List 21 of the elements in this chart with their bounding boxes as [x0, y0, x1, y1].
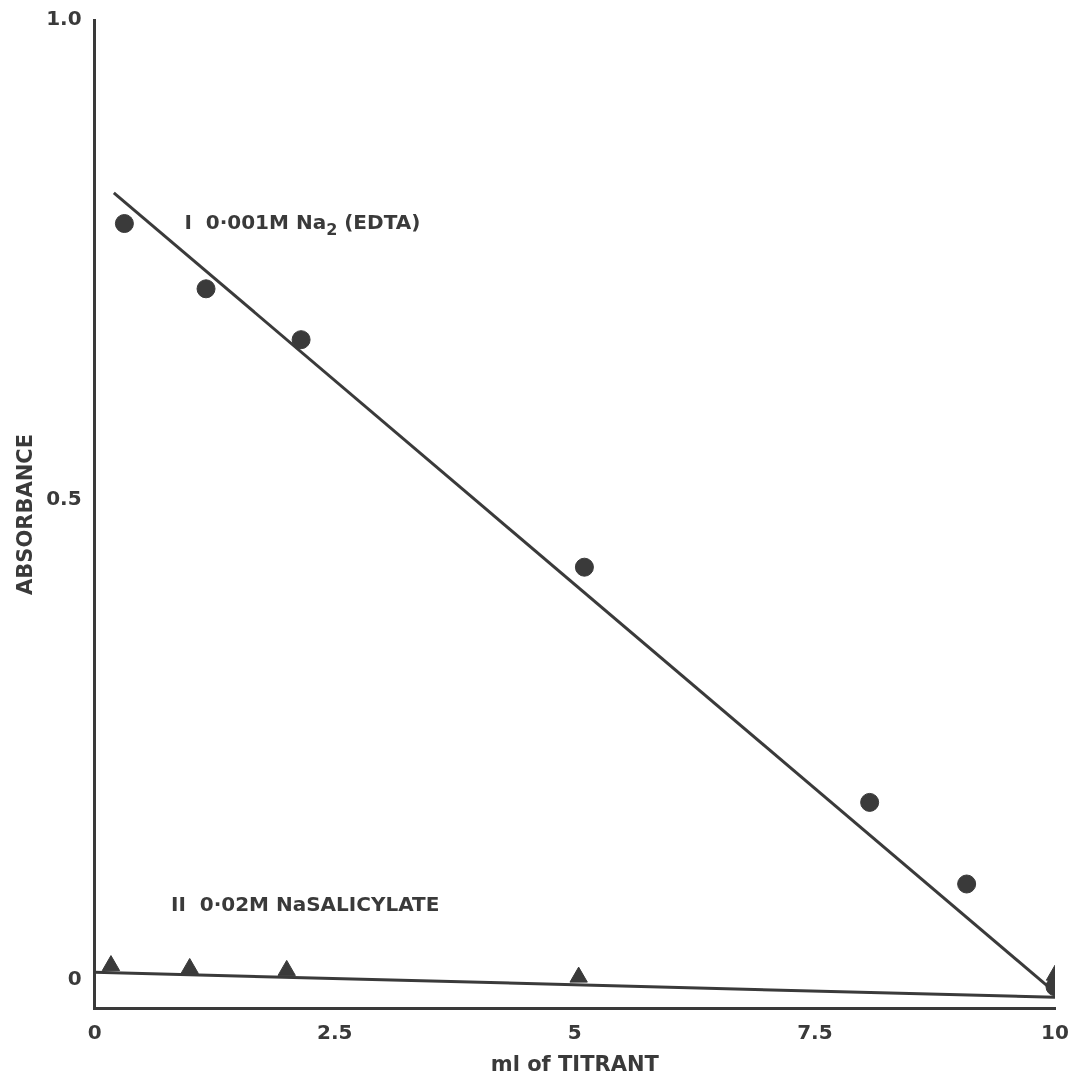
x-tick-label: 2.5	[317, 1020, 353, 1044]
point	[860, 792, 880, 812]
point	[291, 330, 311, 350]
point	[101, 955, 121, 972]
x-axis-title: ml of TITRANT	[490, 1051, 660, 1076]
y-tick-label: 0	[67, 966, 82, 991]
point	[196, 279, 216, 299]
x-tick-label: 0	[87, 1020, 102, 1044]
point	[114, 214, 134, 234]
point	[277, 959, 296, 976]
point	[180, 957, 199, 974]
y-tick-label: 1.0	[46, 6, 82, 31]
x-tick-label: 10	[1041, 1020, 1069, 1044]
point	[957, 874, 977, 894]
x-tick-label: 7.5	[797, 1020, 833, 1044]
point	[574, 557, 594, 577]
text: II 0·02M NaSALICYLATE	[170, 891, 440, 916]
point	[569, 966, 588, 983]
y-axis-title: ABSORBANCE	[13, 433, 38, 595]
x-tick-label: 5	[567, 1020, 582, 1044]
y-tick-label: 0.5	[46, 486, 82, 511]
